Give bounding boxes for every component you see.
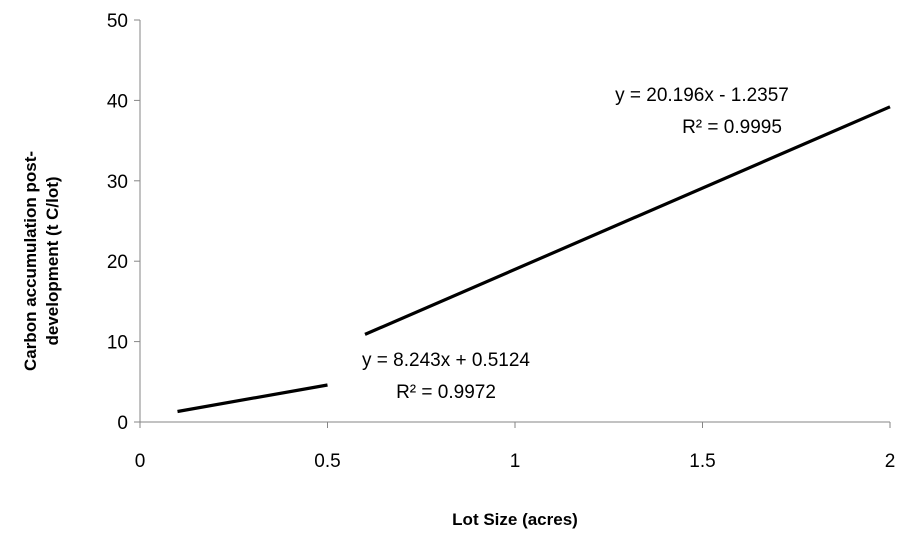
y-tick-label: 0 (117, 413, 128, 434)
x-tick-label: 2 (885, 451, 896, 472)
x-tick-label: 0.5 (314, 451, 340, 472)
series-layer (177, 105, 891, 414)
axes: 0 10 20 30 40 50 0 0.5 1 1.5 2 (107, 11, 895, 472)
x-axis-title: Lot Size (acres) (452, 510, 578, 529)
y-tick-label: 20 (107, 252, 128, 273)
annotation-upper-equation: y = 20.196x - 1.2357 (615, 85, 789, 106)
y-tick-label: 30 (107, 172, 128, 193)
annotation-lower-equation: y = 8.243x + 0.5124 (362, 350, 530, 371)
annotation-lower-r2: R² = 0.9972 (396, 382, 496, 403)
x-tick-label: 1.5 (689, 451, 715, 472)
series-line-2 (364, 105, 891, 336)
annotation-upper-r2: R² = 0.9995 (682, 117, 782, 138)
y-tick-label: 40 (107, 91, 128, 112)
x-tick-label: 1 (510, 451, 521, 472)
series-line-1 (177, 383, 328, 414)
x-tick-label: 0 (135, 451, 146, 472)
y-tick-label: 50 (107, 11, 128, 32)
y-axis-title-line-2: development (t C/lot) (43, 176, 62, 345)
y-axis-title-line-1: Carbon accumulation post- (21, 151, 40, 371)
y-tick-label: 10 (107, 333, 128, 354)
